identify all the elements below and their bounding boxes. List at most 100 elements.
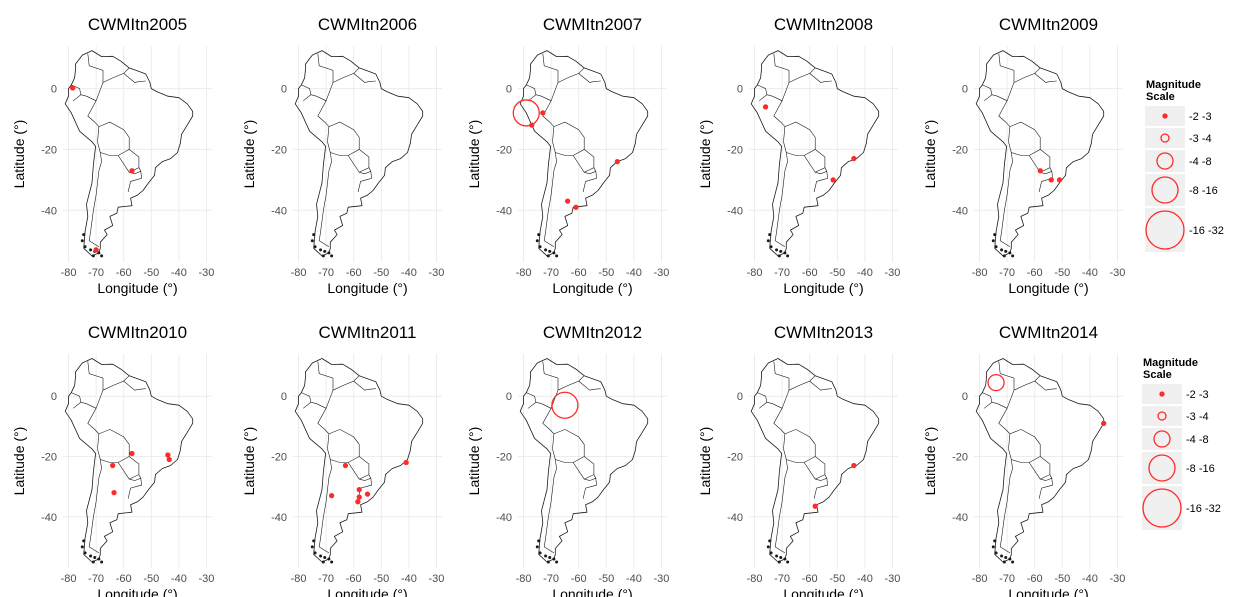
event-marker — [111, 489, 117, 496]
legend-entry-label: -2 -3 — [1186, 389, 1209, 401]
country-border — [1038, 170, 1053, 193]
y-tick-label: 0 — [281, 84, 287, 96]
island — [1008, 557, 1012, 561]
country-border — [102, 67, 130, 83]
event-marker — [830, 177, 836, 183]
y-tick-label: 0 — [506, 391, 512, 403]
country-border — [123, 73, 146, 83]
legend-entry-label: -2 -3 — [1189, 111, 1212, 123]
island — [80, 545, 84, 549]
legend-key-bg — [1142, 428, 1182, 450]
x-tick-label: -60 — [346, 267, 362, 279]
island — [312, 539, 316, 543]
y-axis-label: Latitude (°) — [697, 427, 713, 496]
island — [97, 251, 101, 255]
event-marker — [70, 85, 76, 91]
island — [535, 545, 539, 549]
country-border — [803, 456, 826, 480]
country-border — [542, 53, 559, 101]
island — [89, 248, 93, 252]
island — [537, 539, 541, 543]
map-panel: CWMItn2007-80 -70 -60 -50 -40 -300-20-40Longi… — [466, 15, 669, 296]
country-border — [557, 375, 585, 391]
island — [538, 245, 542, 249]
country-border — [824, 167, 828, 172]
x-tick-label: -80 — [516, 573, 532, 585]
island — [786, 560, 790, 564]
x-axis-label: Longitude (°) — [327, 586, 407, 597]
island — [327, 557, 331, 561]
country-border — [327, 121, 360, 156]
x-tick-label: -30 — [199, 267, 215, 279]
y-tick-label: -20 — [41, 144, 57, 156]
panel-title: CWMItn2006 — [318, 15, 417, 34]
event-marker — [403, 459, 409, 466]
country-border — [368, 474, 372, 479]
island — [310, 239, 314, 243]
x-tick-label: -30 — [429, 573, 445, 585]
country-border — [301, 84, 312, 102]
island — [544, 248, 548, 252]
x-tick-label: -50 — [1054, 573, 1070, 585]
x-tick-label: -40 — [626, 573, 642, 585]
island — [779, 555, 783, 559]
coastline — [294, 358, 424, 563]
country-border — [783, 121, 816, 156]
island — [91, 254, 95, 258]
x-axis-label: Longitude (°) — [552, 280, 632, 296]
y-tick-label: -20 — [727, 451, 743, 463]
island — [1000, 248, 1004, 252]
country-border — [999, 459, 1013, 554]
island — [97, 557, 101, 561]
event-marker — [851, 462, 857, 469]
event-marker — [529, 122, 535, 128]
country-border — [982, 392, 993, 409]
country-border — [773, 361, 790, 409]
legend-entry-label: -4 -8 — [1189, 156, 1212, 168]
x-tick-label: -50 — [373, 267, 389, 279]
island — [535, 239, 539, 243]
event-marker — [1056, 177, 1063, 183]
event-marker — [987, 373, 1005, 392]
x-tick-label: -60 — [571, 573, 587, 585]
island — [994, 245, 998, 249]
x-tick-label: -80 — [747, 267, 763, 279]
country-border — [353, 73, 376, 83]
country-border — [788, 375, 816, 391]
island — [766, 545, 770, 549]
island — [1004, 249, 1008, 253]
y-tick-label: -40 — [496, 512, 512, 524]
country-border — [138, 474, 142, 479]
country-border — [71, 84, 82, 102]
island — [537, 233, 541, 237]
event-marker — [166, 456, 172, 463]
island — [766, 239, 770, 243]
x-tick-label: -40 — [401, 573, 417, 585]
x-tick-label: -70 — [774, 267, 790, 279]
country-border — [301, 392, 312, 409]
panel-title: CWMItn2009 — [999, 15, 1098, 34]
x-tick-label: -50 — [1054, 267, 1070, 279]
panel-title: CWMItn2011 — [319, 323, 417, 342]
x-axis-label: Longitude (°) — [552, 586, 632, 597]
x-axis-label: Longitude (°) — [783, 586, 863, 597]
event-marker — [512, 99, 540, 127]
country-border — [542, 361, 559, 409]
map-panels: CWMItn2005-80 -70 -60 -50 -40 -300-20-40Longi… — [11, 15, 1125, 597]
country-border — [783, 429, 816, 463]
event-marker — [851, 155, 857, 162]
coastline — [64, 50, 194, 257]
island — [993, 539, 997, 543]
island — [312, 233, 316, 237]
x-tick-label: -50 — [829, 267, 845, 279]
island — [313, 551, 317, 555]
island — [769, 245, 773, 249]
y-tick-label: 0 — [506, 84, 512, 96]
island — [544, 554, 548, 558]
x-axis-label: Longitude (°) — [97, 280, 177, 296]
island — [1011, 560, 1015, 564]
event-marker — [93, 247, 99, 253]
